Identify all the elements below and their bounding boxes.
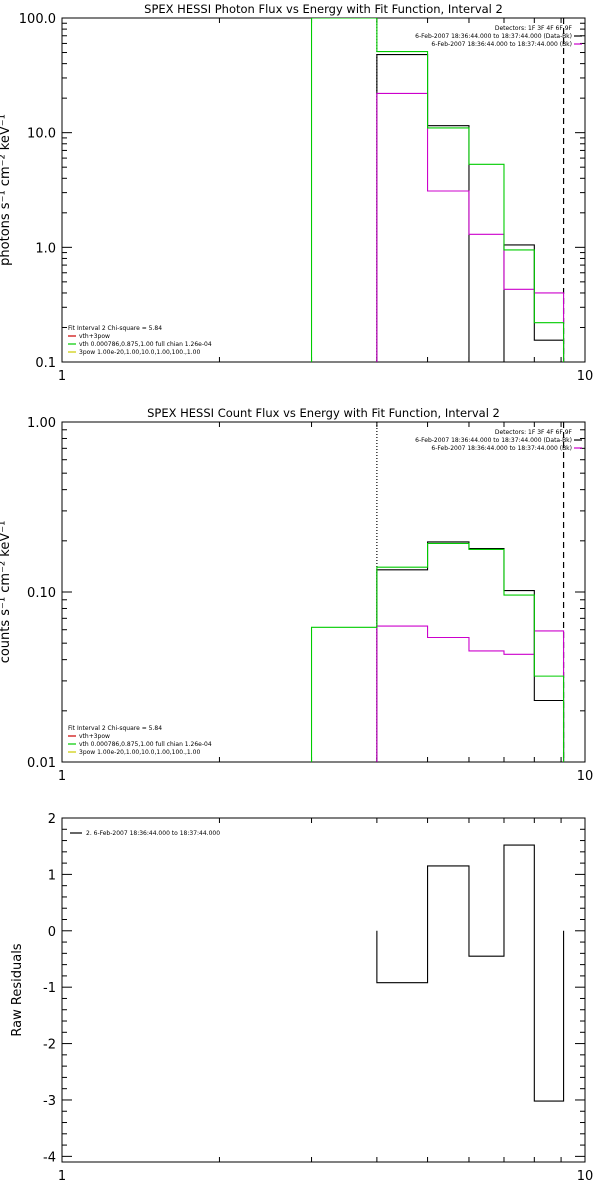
y-ticks: 0.01 0.10 1.00 [27,416,585,771]
x-tick-label: 10 [577,769,594,784]
fit-legend: Fit Interval 2 Chi-square = 5.84vth+3pow… [68,325,212,356]
legend-entry: Fit Interval 2 Chi-square = 5.84 [68,325,162,332]
y-tick-label: -1 [43,981,56,996]
y-axis-label: counts s⁻¹ cm⁻² keV⁻¹ [0,521,13,664]
plot-frame [61,817,586,1163]
series-vth-histogram [310,542,565,762]
y-tick-label: 0.10 [27,586,56,601]
chart-title: SPEX HESSI Count Flux vs Energy with Fit… [147,406,500,420]
y-tick-label: -2 [43,1038,56,1053]
panel-3: Raw Residuals 1 10 -4 -3 -2 -1 0 1 2 2. 6-Feb-2007… [10,812,593,1184]
legend-entry: vth 0.000786,0.875,1.00 full chian 1.26e… [79,341,212,348]
legend-entry: 3pow 1.00e-20,1.00,10.0,1.00,100.,1.00 [79,749,200,756]
x-tick-label: 1 [58,369,66,384]
legend-entry: 6-Feb-2007 18:36:44.000 to 18:37:44.000 … [431,445,572,452]
y-tick-label: 10.0 [27,127,56,142]
x-tick-label: 1 [58,1169,66,1184]
y-ticks: -4 -3 -2 -1 0 1 2 [43,812,585,1165]
y-tick-label: 1.00 [27,416,56,431]
plot-frame [61,17,586,363]
legend-entry: 2. 6-Feb-2007 18:36:44.000 to 18:37:44.0… [86,830,220,837]
legend-entry: Detectors: 1F 3F 4F 6F 9F [495,429,573,436]
y-tick-label: -4 [43,1150,56,1165]
legend-entry: 6-Feb-2007 18:36:44.000 to 18:37:44.000 … [431,41,572,48]
panel-2: SPEX HESSI Count Flux vs Energy with Fit… [0,406,593,784]
legend-entry: vth+3pow [79,333,110,340]
y-axis-label: Raw Residuals [10,943,25,1036]
x-tick-label: 10 [577,1169,594,1184]
y-tick-label: 2 [48,812,56,827]
top-legend: Detectors: 1F 3F 4F 6F 9F6-Feb-2007 18:3… [415,25,582,48]
legend-entry: 6-Feb-2007 18:36:44.000 to 18:37:44.000 … [415,33,572,40]
y-ticks: 0.1 1.0 10.0 100.0 [19,12,585,371]
x-tick-label: 10 [577,369,594,384]
plot-area [310,422,565,762]
x-ticks: 1 10 [58,818,593,1184]
y-tick-label: 100.0 [19,12,56,27]
y-axis-label: photons s⁻¹ cm⁻² keV⁻¹ [0,114,13,266]
residual-legend: 2. 6-Feb-2007 18:36:44.000 to 18:37:44.0… [70,830,220,837]
x-ticks: 1 10 [58,422,593,784]
y-tick-label: 0.1 [35,356,56,371]
y-tick-label: 1 [48,868,56,883]
series-data-bk-histogram [376,541,565,762]
x-tick-label: 1 [58,769,66,784]
legend-entry: vth 0.000786,0.875,1.00 full chian 1.26e… [79,741,212,748]
series-2-6-feb-2007-18-36-44-000-to-18-37-44-000-histogram [376,844,565,1102]
y-tick-label: 1.0 [35,241,56,256]
legend-entry: vth+3pow [79,733,110,740]
y-tick-label: 0.01 [27,756,56,771]
plot-area [376,844,565,1102]
top-legend: Detectors: 1F 3F 4F 6F 9F6-Feb-2007 18:3… [415,429,582,452]
legend-entry: Detectors: 1F 3F 4F 6F 9F [495,25,573,32]
legend-entry: 3pow 1.00e-20,1.00,10.0,1.00,100.,1.00 [79,349,200,356]
series-bk-histogram [376,625,565,762]
panel-1: SPEX HESSI Photon Flux vs Energy with Fi… [0,2,594,384]
legend-entry: 6-Feb-2007 18:36:44.000 to 18:37:44.000 … [415,437,572,444]
plot-frame [61,421,586,763]
plot-area [310,18,565,362]
y-tick-label: 0 [48,925,56,940]
series-data-bk-histogram [376,54,565,362]
chart-title: SPEX HESSI Photon Flux vs Energy with Fi… [144,2,503,16]
series-bk-histogram [376,92,565,362]
y-tick-label: -3 [43,1094,56,1109]
fit-legend: Fit Interval 2 Chi-square = 5.84vth+3pow… [68,725,212,756]
legend-entry: Fit Interval 2 Chi-square = 5.84 [68,725,162,732]
series-vth-histogram [310,18,565,362]
